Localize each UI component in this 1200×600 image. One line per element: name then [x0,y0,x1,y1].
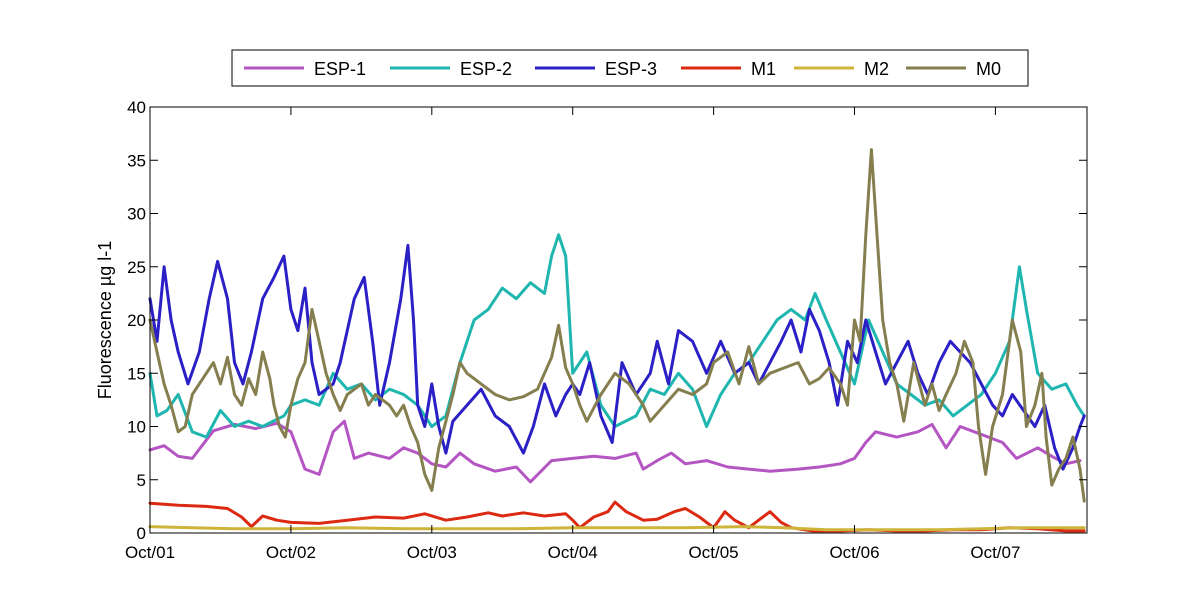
x-tick-label: Oct/02 [266,543,316,562]
y-tick-label: 0 [137,524,146,543]
legend-label-m0: M0 [976,59,1001,79]
legend-label-m2: M2 [864,59,889,79]
y-tick-label: 25 [127,258,146,277]
x-tick-label: Oct/04 [548,543,598,562]
x-tick-label: Oct/03 [407,543,457,562]
series-line-m2 [148,525,1086,532]
legend-label-m1: M1 [751,59,776,79]
legend: ESP-1 ESP-2 ESP-3 M1 M2 M0 [231,49,1029,87]
legend-label-esp-3: ESP-3 [605,59,657,79]
x-tick-label: Oct/05 [689,543,739,562]
y-tick-label: 10 [127,418,146,437]
y-tick-label: 5 [137,471,146,490]
y-axis-label: Fluorescence µg l-1 [95,241,115,399]
series-line-esp-1 [148,419,1082,484]
y-tick-label: 30 [127,205,146,224]
x-tick-label: Oct/06 [829,543,879,562]
x-tick-label: Oct/01 [125,543,175,562]
y-tick-label: 40 [127,98,146,117]
legend-label-esp-1: ESP-1 [314,59,366,79]
legend-box [231,49,1029,87]
y-tick-label: 35 [127,151,146,170]
x-tick-label: Oct/07 [970,543,1020,562]
axes: 0 5 10 15 20 25 30 35 40 Oct/01 Oct/02 Oct/03 Oct/04… [125,98,1088,562]
y-tick-label: 20 [127,311,146,330]
legend-label-esp-2: ESP-2 [460,59,512,79]
plot-area [148,148,1086,533]
y-tick-label: 15 [127,364,146,383]
series-line-m0 [148,148,1086,503]
